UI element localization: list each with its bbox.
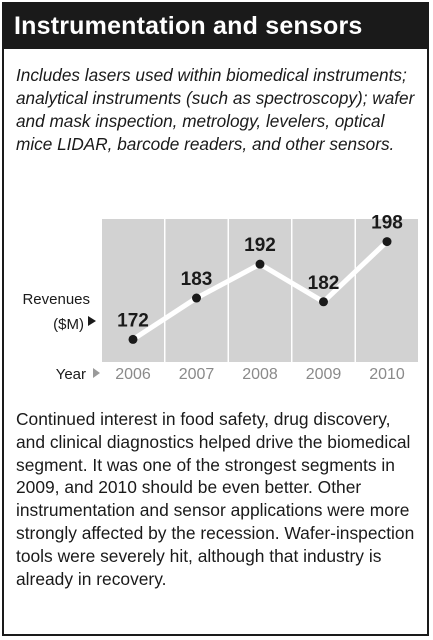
gridlines [164,219,356,362]
data-label: 192 [244,235,276,256]
data-label: 172 [117,310,149,331]
data-label: 183 [181,269,213,290]
x-label-arrow-icon [93,368,100,378]
y-axis-unit-label: ($M) [53,316,84,333]
x-tick-label: 2010 [369,366,405,383]
panel-title: Instrumentation and sensors [4,4,427,49]
data-point [255,259,265,269]
y-axis-label: Revenues [22,291,90,308]
data-point [128,334,138,344]
data-label: 198 [371,213,403,234]
intro-text: Includes lasers used within biomedical i… [16,65,415,154]
x-axis-label: Year [56,366,86,383]
x-tick-label: 2009 [306,366,342,383]
body-text: Continued interest in food safety, drug … [16,409,415,589]
data-point [319,297,328,307]
sidebar-panel: Instrumentation and sensors Includes las… [2,2,429,636]
data-point [382,237,392,247]
x-tick-label: 2006 [115,366,151,383]
revenue-chart: 172 183 192 182 198 2006 2007 2008 2009 2010 Rev… [4,209,427,394]
x-tick-labels: 2006 2007 2008 2009 2010 [115,366,405,383]
data-labels: 172 183 192 182 198 [117,213,403,332]
data-point [192,293,201,303]
chart-svg: 172 183 192 182 198 2006 2007 2008 2009 2010 Rev… [22,213,418,383]
x-tick-label: 2007 [179,366,215,383]
plot-background [102,219,418,362]
data-marks [128,237,392,344]
y-label-arrow-icon [88,316,96,326]
data-label: 182 [308,273,340,294]
x-tick-label: 2008 [242,366,278,383]
